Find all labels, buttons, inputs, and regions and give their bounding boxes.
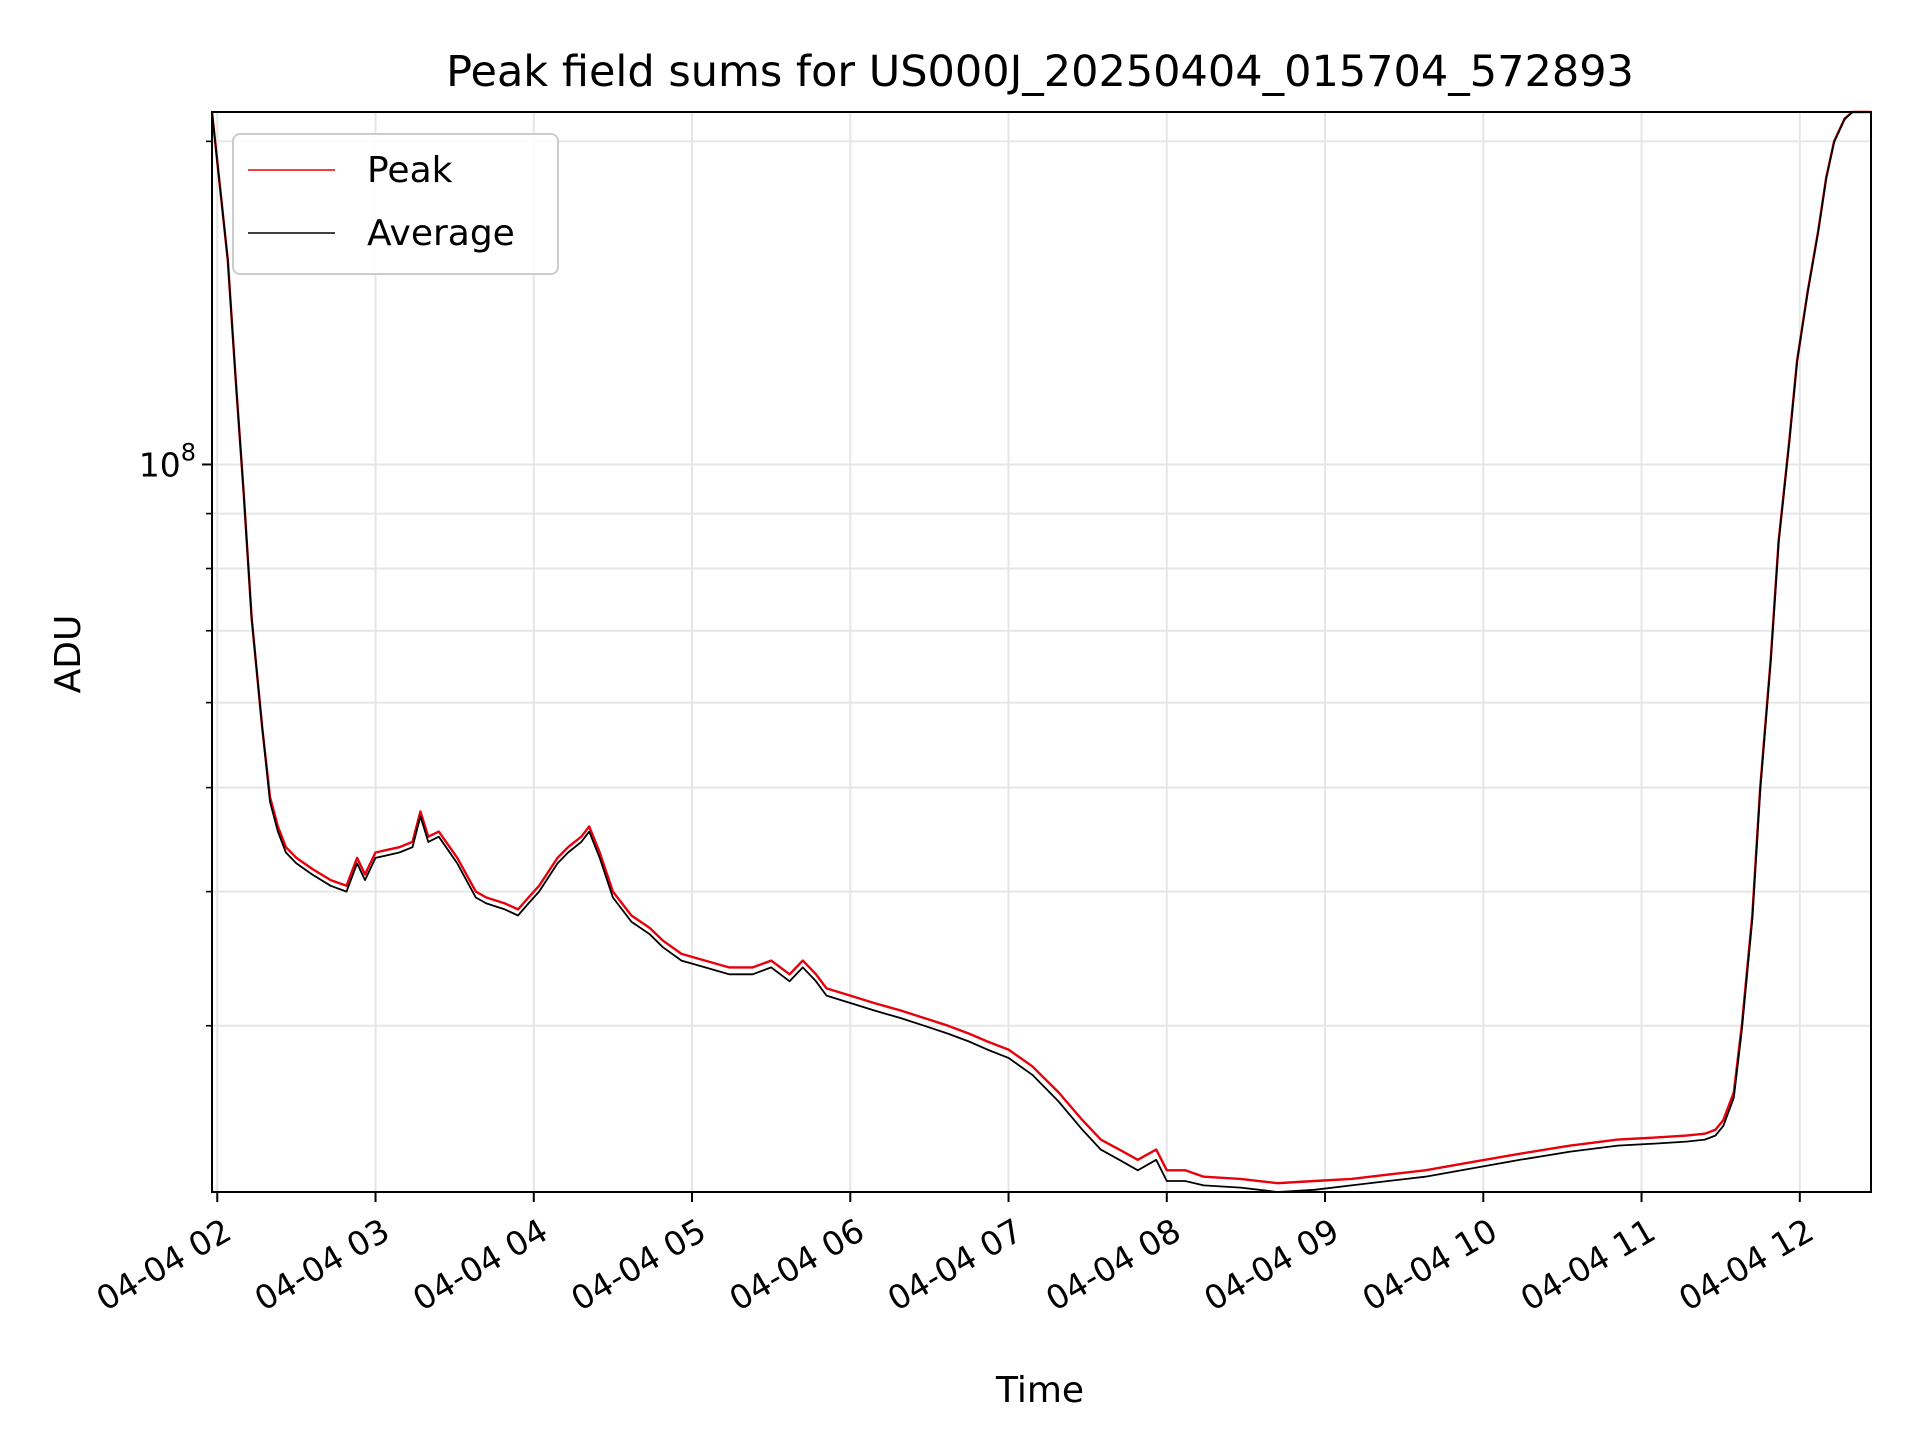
legend: Peak Average (232, 133, 559, 275)
legend-label-average: Average (367, 213, 515, 254)
x-axis-label: Time (995, 1370, 1084, 1411)
series-line-average (211, 111, 1871, 1193)
y-axis-label: ADU (48, 615, 89, 694)
y-axis: 108 (139, 140, 212, 1027)
y-tick-label-base: 10 (139, 445, 181, 484)
chart-title: Peak field sums for US000J_20250404_0157… (446, 47, 1634, 97)
y-tick-label: 108 (139, 438, 196, 484)
legend-label-peak: Peak (367, 150, 453, 191)
grid (212, 112, 1871, 1192)
y-tick-label-exponent: 8 (181, 438, 196, 466)
legend-box (232, 133, 559, 275)
plot-frame (211, 111, 1872, 1193)
plot-area (210, 110, 1871, 1193)
series-line-peak (210, 110, 1871, 1185)
